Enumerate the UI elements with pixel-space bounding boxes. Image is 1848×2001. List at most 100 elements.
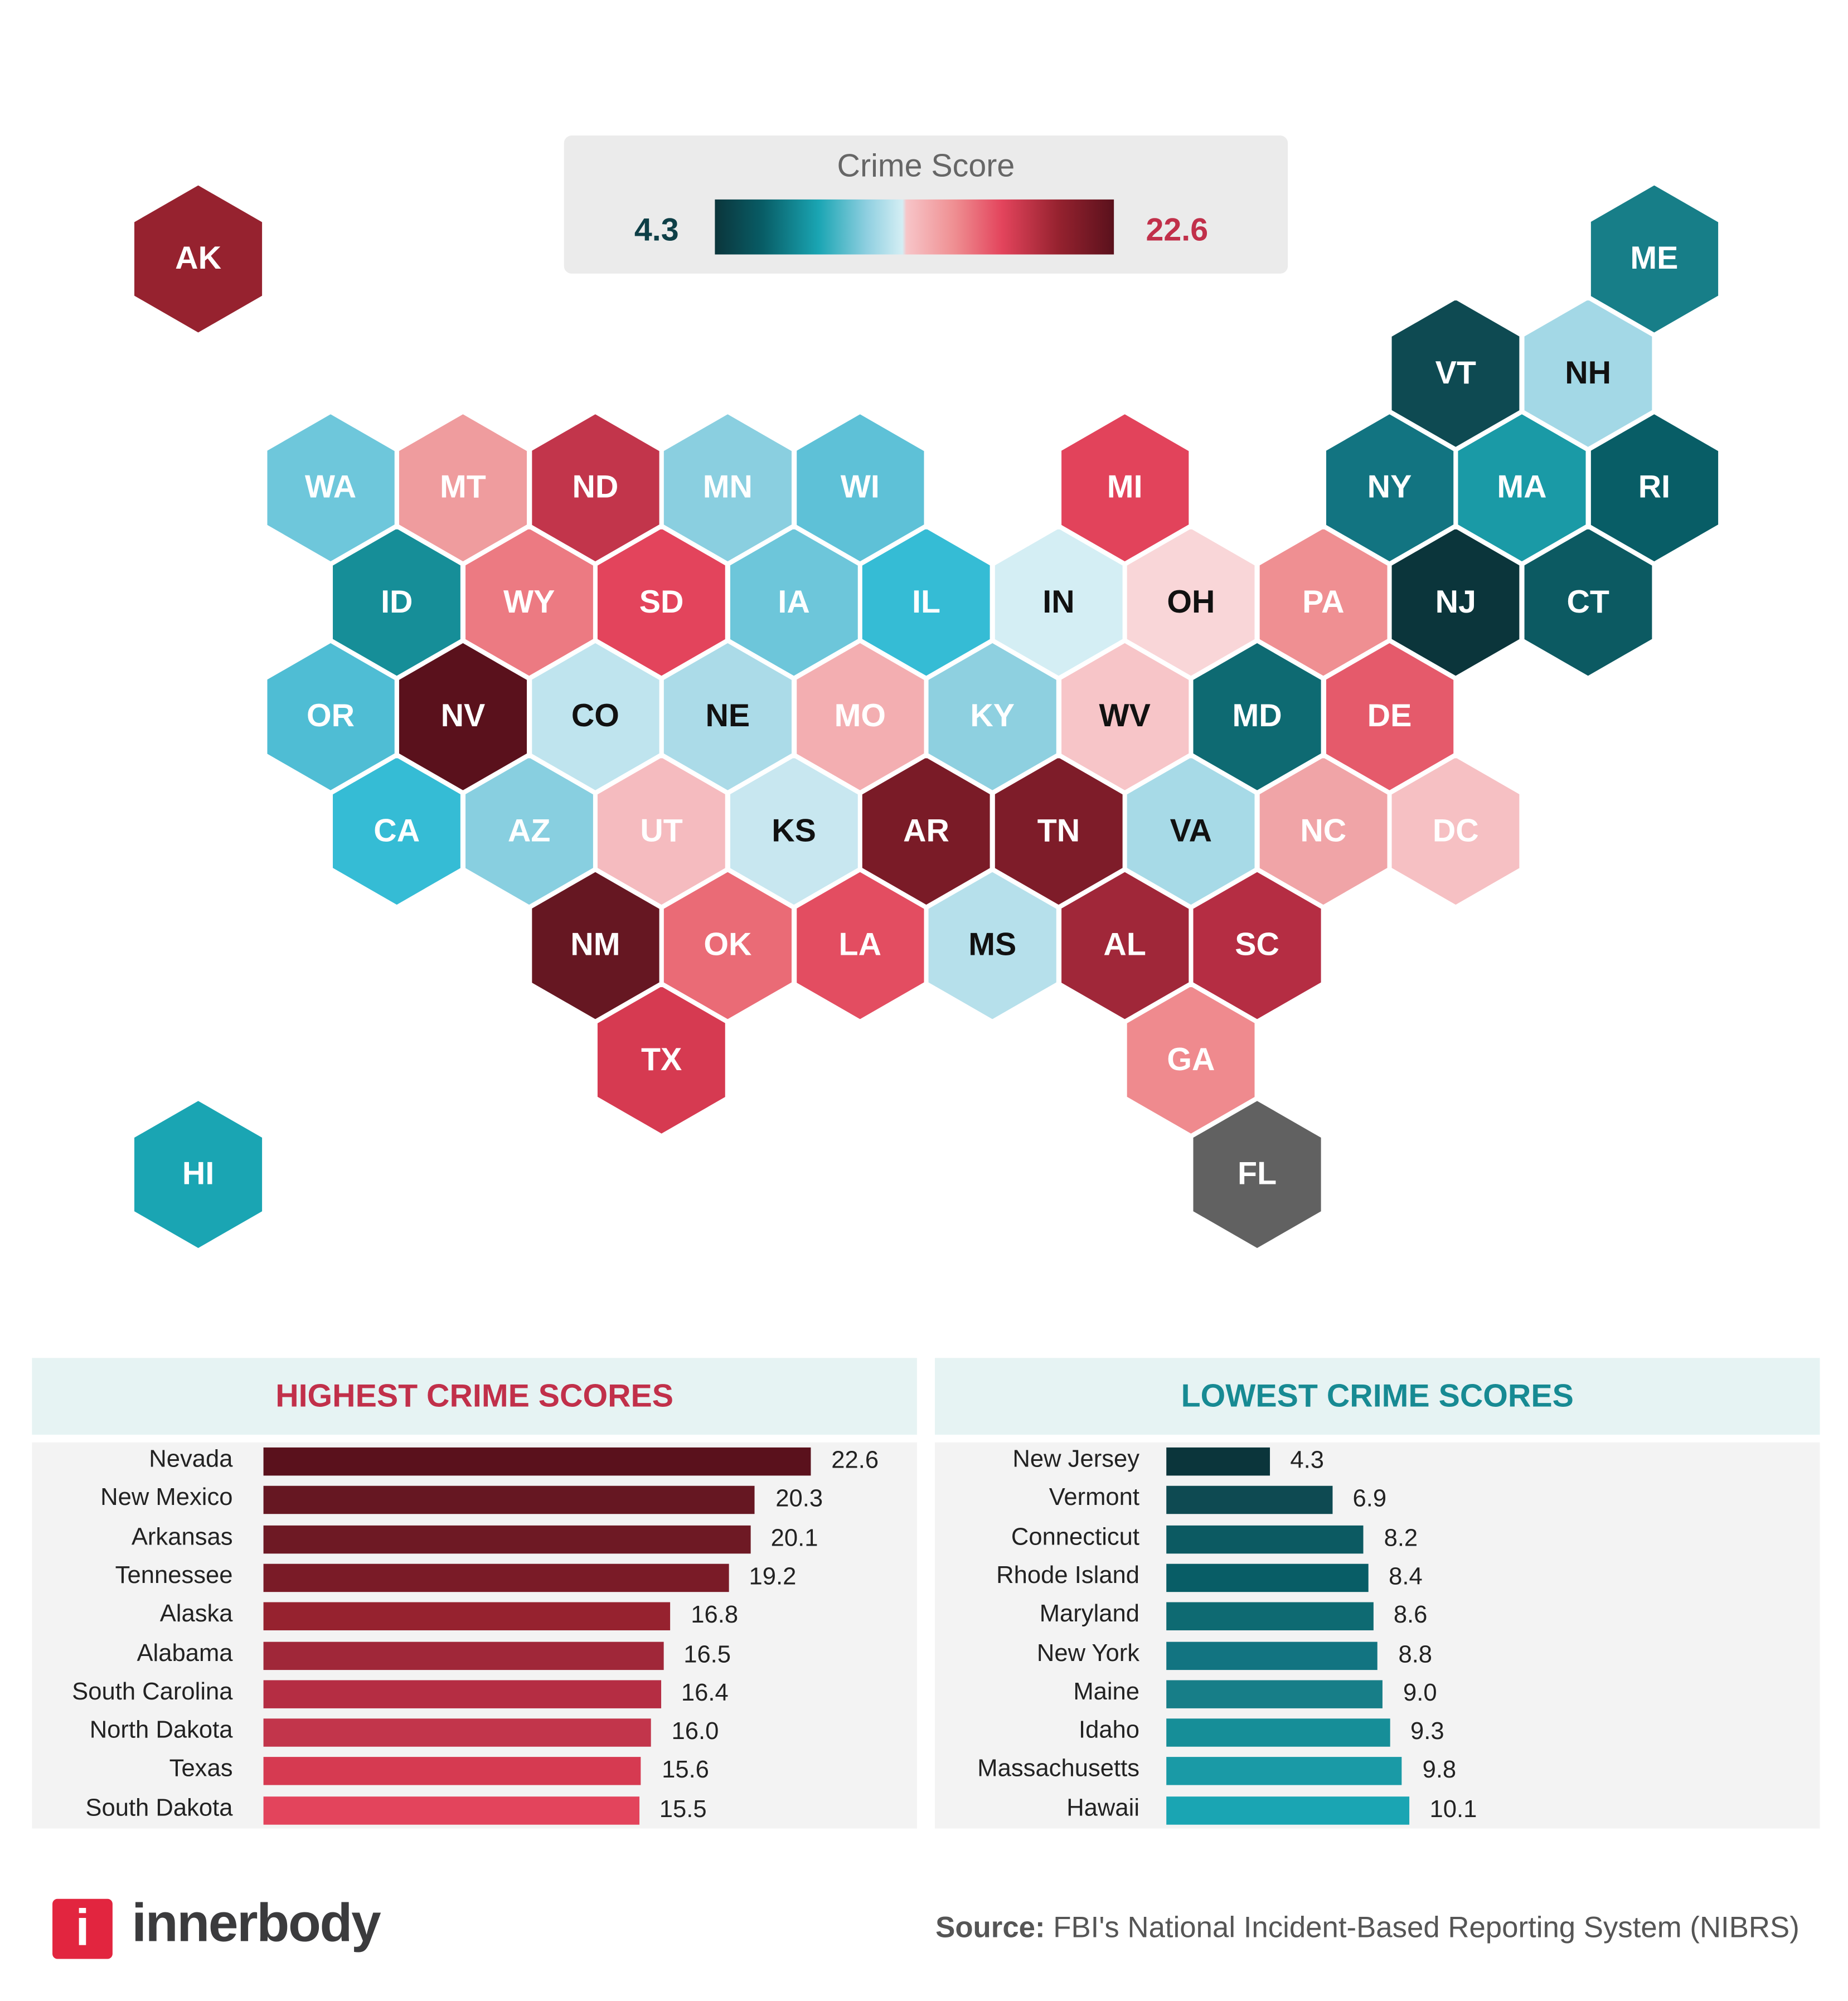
state-hex-wv: WV	[1060, 643, 1189, 790]
legend-gradient-bar	[715, 199, 1114, 255]
state-hex-wi: WI	[796, 414, 924, 562]
bar-label: Tennessee	[115, 1562, 233, 1590]
innerbody-logo-icon: i	[52, 1898, 113, 1959]
state-hex-ut: UT	[597, 757, 726, 905]
bar-value-label: 8.4	[1389, 1563, 1423, 1591]
state-hex-wa: WA	[266, 414, 395, 562]
bar-label: Texas	[169, 1756, 233, 1783]
bar-label: Alaska	[159, 1601, 233, 1628]
bar-label: Nevada	[149, 1446, 233, 1473]
bar-value-label: 15.6	[662, 1757, 709, 1785]
state-hex-la: LA	[796, 872, 924, 1019]
bar-label: New Jersey	[1012, 1446, 1140, 1473]
bar-label: Idaho	[1078, 1717, 1140, 1745]
bar	[1166, 1641, 1378, 1669]
bar-value-label: 4.3	[1290, 1447, 1324, 1475]
state-hex-de: DE	[1325, 643, 1454, 790]
state-hex-va: VA	[1127, 757, 1255, 905]
bar	[1166, 1796, 1409, 1824]
state-hex-ne: NE	[663, 643, 792, 790]
state-hex-ks: KS	[730, 757, 858, 905]
state-hex-ny: NY	[1325, 414, 1454, 562]
bar-value-label: 8.2	[1384, 1524, 1418, 1552]
state-hex-id: ID	[333, 528, 461, 676]
bar-value-label: 8.8	[1398, 1641, 1433, 1668]
state-hex-ma: MA	[1458, 414, 1586, 562]
bar-value-label: 8.6	[1393, 1602, 1428, 1630]
bar-value-label: 9.3	[1410, 1718, 1444, 1746]
bar	[263, 1641, 663, 1669]
bar-label: New Mexico	[100, 1485, 233, 1512]
bar	[263, 1679, 661, 1708]
bar	[1166, 1602, 1374, 1631]
state-hex-oh: OH	[1127, 528, 1255, 676]
source-label: Source:	[935, 1910, 1045, 1944]
legend-title: Crime Score	[837, 148, 1015, 184]
bar-label: Vermont	[1049, 1485, 1140, 1512]
bar	[263, 1757, 642, 1786]
bar-value-label: 16.8	[691, 1602, 739, 1630]
state-hex-or: OR	[266, 643, 395, 790]
bar-label: South Carolina	[72, 1678, 233, 1706]
state-hex-tn: TN	[995, 757, 1123, 905]
state-hex-in: IN	[995, 528, 1123, 676]
bar-label: South Dakota	[85, 1795, 233, 1822]
color-legend: Crime Score 4.3 22.6	[564, 135, 1288, 274]
legend-min-value: 4.3	[634, 212, 679, 249]
bar-value-label: 9.0	[1403, 1679, 1437, 1707]
bar-label: Hawaii	[1066, 1795, 1140, 1822]
bar	[1166, 1718, 1390, 1747]
source-text: FBI's National Incident-Based Reporting …	[1045, 1910, 1800, 1944]
bar	[263, 1602, 671, 1631]
bar	[263, 1563, 729, 1592]
bar-value-label: 15.5	[659, 1796, 707, 1823]
bar	[1166, 1679, 1383, 1708]
lowest-scores-title: LOWEST CRIME SCORES	[934, 1358, 1820, 1435]
state-hex-md: MD	[1193, 643, 1321, 790]
legend-max-value: 22.6	[1146, 212, 1209, 249]
bar-value-label: 20.3	[775, 1486, 823, 1513]
bar-value-label: 16.4	[681, 1679, 729, 1707]
bar-label: Maryland	[1039, 1601, 1140, 1628]
state-hex-pa: PA	[1259, 528, 1388, 676]
bar-value-label: 20.1	[770, 1524, 818, 1552]
bar-value-label: 16.0	[671, 1718, 719, 1746]
state-hex-mi: MI	[1060, 414, 1189, 562]
bar-label: Alabama	[137, 1640, 233, 1667]
state-hex-vt: VT	[1391, 299, 1520, 447]
bar-value-label: 19.2	[749, 1563, 797, 1591]
bar	[1166, 1524, 1364, 1553]
highest-scores-title: HIGHEST CRIME SCORES	[32, 1358, 917, 1435]
state-hex-nm: NM	[531, 872, 659, 1019]
bar	[1166, 1757, 1402, 1786]
state-hex-dc: DC	[1391, 757, 1520, 905]
state-hex-al: AL	[1060, 872, 1189, 1019]
bar	[263, 1796, 639, 1824]
state-hex-mn: MN	[663, 414, 792, 562]
state-hex-tx: TX	[597, 986, 726, 1134]
state-hex-ri: RI	[1590, 414, 1719, 562]
bar	[1166, 1563, 1369, 1592]
bar-label: Connecticut	[1011, 1523, 1140, 1551]
state-hex-nc: NC	[1259, 757, 1388, 905]
bar-label: Arkansas	[131, 1523, 233, 1551]
state-hex-ms: MS	[928, 872, 1056, 1019]
state-hex-ar: AR	[862, 757, 991, 905]
state-hex-nv: NV	[399, 643, 527, 790]
state-hex-ak: AK	[134, 185, 263, 333]
state-hex-ga: GA	[1127, 986, 1255, 1134]
state-hex-mt: MT	[399, 414, 527, 562]
state-hex-ky: KY	[928, 643, 1056, 790]
state-hex-fl: FL	[1193, 1101, 1321, 1249]
bar-value-label: 10.1	[1429, 1796, 1477, 1823]
bar-label: Maine	[1073, 1678, 1140, 1706]
state-hex-nd: ND	[531, 414, 659, 562]
state-hex-ca: CA	[333, 757, 461, 905]
bar-label: North Dakota	[89, 1717, 233, 1745]
source-note: Source: FBI's National Incident-Based Re…	[935, 1910, 1800, 1945]
bar	[1166, 1486, 1332, 1514]
innerbody-logo-text: innerbody	[132, 1892, 381, 1953]
bar	[263, 1486, 755, 1514]
bar-value-label: 22.6	[831, 1447, 879, 1475]
